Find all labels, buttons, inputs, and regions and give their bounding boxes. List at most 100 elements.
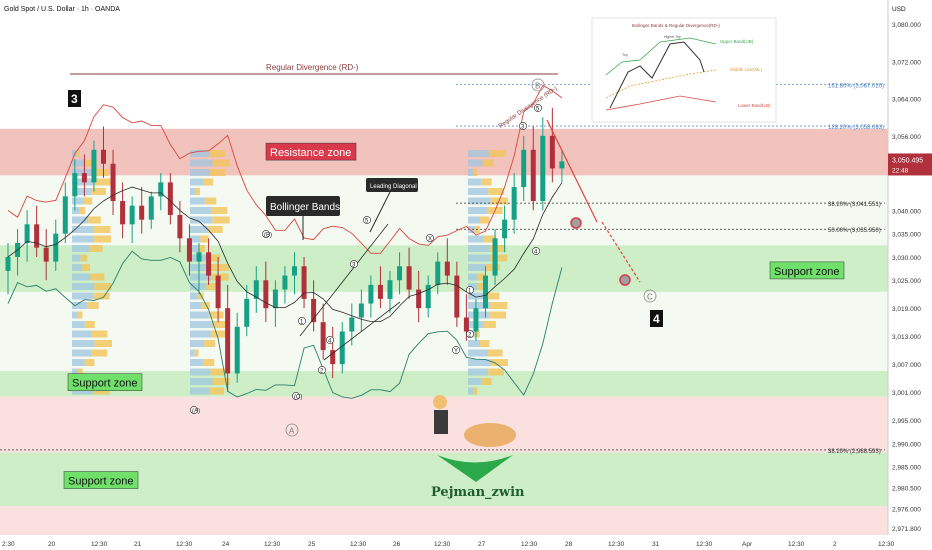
candle-body[interactable]: [511, 187, 517, 220]
candle-body[interactable]: [549, 135, 555, 169]
candle-body[interactable]: [339, 331, 345, 365]
candle-body[interactable]: [62, 196, 68, 234]
candle-body[interactable]: [72, 173, 78, 197]
candle-body[interactable]: [368, 284, 374, 304]
volume-profile-bar: [488, 188, 504, 195]
candle-body[interactable]: [215, 275, 221, 309]
zone-label: Support zone: [774, 266, 839, 278]
volume-profile-bar: [72, 150, 77, 157]
candle-body[interactable]: [454, 275, 460, 318]
candle-body[interactable]: [320, 322, 326, 351]
volume-profile-bar: [72, 368, 79, 376]
volume-profile-bar: [190, 197, 205, 205]
volume-profile-bar: [190, 273, 212, 281]
candle-body[interactable]: [502, 219, 508, 239]
candle-body[interactable]: [311, 298, 317, 323]
candle-body[interactable]: [148, 196, 154, 220]
volume-profile-bar: [84, 321, 95, 328]
candle-body[interactable]: [521, 149, 527, 188]
volume-profile-bar: [208, 226, 223, 233]
candle-body[interactable]: [473, 308, 479, 332]
candle-body[interactable]: [349, 317, 355, 332]
price-tick-label: 2,980.500: [892, 486, 921, 493]
candle-body[interactable]: [282, 275, 288, 290]
wave-label: (B): [264, 233, 272, 239]
volume-profile-bar: [490, 302, 508, 309]
candle-body[interactable]: [91, 149, 97, 183]
candle-body[interactable]: [81, 173, 87, 183]
candle-body[interactable]: [177, 215, 183, 239]
candle-body[interactable]: [540, 135, 546, 202]
candle-body[interactable]: [5, 256, 11, 271]
volume-profile-bar: [468, 387, 474, 395]
candle-body[interactable]: [406, 266, 412, 290]
volume-profile-bar: [210, 207, 228, 214]
candle-body[interactable]: [530, 149, 536, 202]
candle-body[interactable]: [120, 201, 126, 225]
candle-body[interactable]: [158, 182, 164, 197]
fib-level-label: 50.00% (3,035.950): [828, 228, 881, 234]
candle-body[interactable]: [435, 261, 441, 285]
candle-body[interactable]: [292, 266, 297, 276]
candle-body[interactable]: [34, 224, 40, 248]
price-tick-label: 3,064.000: [892, 97, 921, 104]
candle-body[interactable]: [416, 289, 422, 309]
candle-body[interactable]: [253, 280, 259, 299]
candle-body[interactable]: [110, 163, 116, 202]
wave-label-circle: [326, 336, 334, 344]
volume-profile-bar: [72, 387, 94, 395]
wave-label-circle: [262, 230, 270, 238]
volume-profile-bar: [200, 235, 209, 243]
candle-body[interactable]: [272, 289, 278, 309]
candle-body[interactable]: [463, 317, 469, 332]
candle-body[interactable]: [301, 266, 307, 299]
candle-body[interactable]: [244, 298, 250, 327]
wave-label: 1: [300, 320, 304, 326]
candle-body[interactable]: [358, 303, 364, 318]
volume-profile-bar: [468, 235, 484, 243]
candle-body[interactable]: [444, 261, 450, 276]
candle-body[interactable]: [492, 238, 498, 276]
candle-body[interactable]: [101, 149, 106, 164]
wave-label: (C): [294, 395, 302, 401]
candle-body[interactable]: [43, 247, 49, 262]
candle-body[interactable]: [24, 224, 30, 243]
candle-body[interactable]: [397, 266, 403, 281]
volume-profile-bar: [209, 150, 225, 157]
volume-profile-bar: [473, 169, 478, 176]
volume-profile-bar: [190, 368, 211, 376]
candle-body[interactable]: [225, 308, 231, 374]
time-tick-label: 24: [222, 541, 230, 548]
candle-body[interactable]: [206, 252, 212, 276]
candle-body[interactable]: [559, 161, 565, 169]
candle-body[interactable]: [234, 326, 240, 374]
candle-body[interactable]: [167, 182, 173, 216]
candle-body[interactable]: [129, 205, 135, 225]
volume-profile-bar: [190, 283, 207, 290]
price-tick-label: 3,030.000: [892, 255, 921, 262]
volume-profile-bar: [72, 226, 94, 233]
candle-body[interactable]: [186, 238, 192, 262]
regular-divergence-label: Regular Divergence (RD-): [266, 63, 359, 72]
time-tick-label: 12:30: [264, 541, 281, 548]
candle-body[interactable]: [377, 284, 383, 299]
wave-label: 1: [468, 289, 472, 295]
volume-profile-bar: [190, 150, 210, 157]
volume-profile-bar: [204, 340, 216, 347]
price-tick-label: 3,040.000: [892, 208, 921, 215]
candle-body[interactable]: [425, 284, 431, 309]
price-tick-label: 3,007.000: [892, 362, 921, 369]
candle-body[interactable]: [53, 233, 59, 262]
diagonal-line-lower: [323, 301, 401, 361]
wave-circle-label: B: [535, 82, 540, 91]
candle-body[interactable]: [387, 280, 393, 299]
candle-body[interactable]: [263, 280, 269, 309]
volume-profile-bar: [480, 340, 490, 347]
zone-label-box: [67, 373, 143, 391]
candle-body[interactable]: [139, 205, 145, 220]
candle-body[interactable]: [483, 275, 488, 309]
candle-body[interactable]: [330, 350, 336, 365]
volume-profile-bar: [190, 359, 204, 366]
candle-body[interactable]: [196, 252, 202, 262]
